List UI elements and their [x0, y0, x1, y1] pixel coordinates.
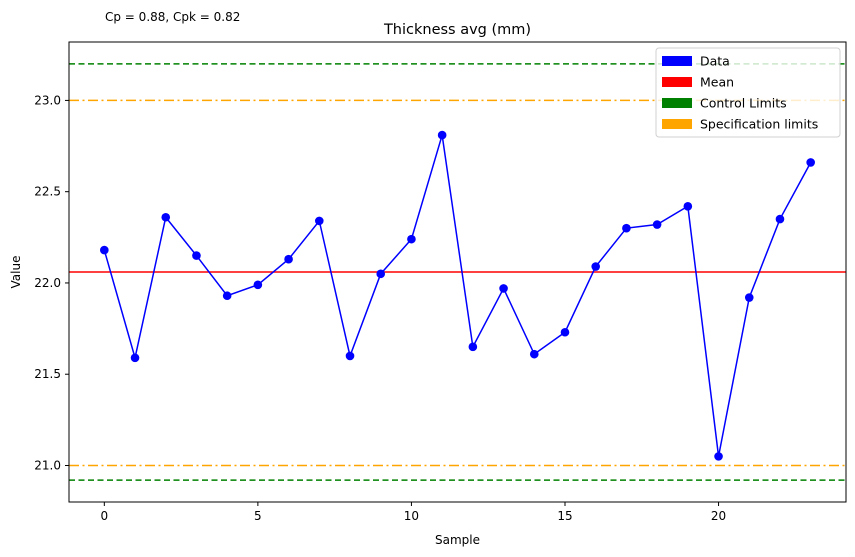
legend-label: Specification limits — [700, 117, 818, 132]
y-tick-label: 23.0 — [34, 93, 61, 107]
data-point — [222, 291, 232, 301]
data-point — [100, 245, 109, 255]
data-point — [714, 452, 723, 461]
x-tick-label: 0 — [100, 509, 108, 523]
legend-label: Mean — [700, 75, 734, 90]
legend: Data Mean Control Limits Specification limi… — [655, 47, 841, 138]
legend-swatch — [662, 56, 692, 66]
data-point — [499, 284, 508, 293]
data-point — [284, 254, 293, 264]
data-point — [314, 216, 324, 226]
x-tick-label: 5 — [254, 509, 262, 523]
data-point — [161, 212, 171, 222]
chart-title: Thickness avg (mm) — [383, 22, 531, 38]
data-point — [806, 158, 815, 167]
plot-frame — [68, 41, 847, 503]
legend-swatch — [662, 77, 692, 87]
data-point — [437, 130, 447, 140]
x-tick-label: 20 — [711, 509, 726, 523]
data-point — [529, 349, 539, 359]
data-point — [192, 251, 201, 260]
data-point — [345, 351, 355, 361]
data-point — [560, 327, 570, 337]
data-point — [591, 262, 601, 271]
legend-swatch — [662, 119, 692, 129]
data-point — [468, 342, 478, 352]
legend-label: Control Limits — [700, 96, 787, 111]
data-point — [130, 353, 140, 363]
legend-box — [655, 47, 841, 138]
data-point — [775, 214, 785, 224]
data-point — [253, 280, 263, 290]
legend-swatch — [662, 98, 692, 108]
capability-annotation: Cp = 0.88, Cpk = 0.82 — [105, 10, 240, 24]
legend-label: Data — [700, 54, 730, 69]
y-tick-label: 22.0 — [34, 276, 61, 290]
y-tick-label: 22.5 — [34, 185, 61, 199]
x-tick-label: 10 — [404, 509, 419, 523]
data-point — [652, 220, 662, 229]
x-axis-label: Sample — [435, 533, 480, 547]
x-tick-label: 15 — [557, 509, 572, 523]
data-point — [407, 234, 416, 244]
data-point — [622, 223, 631, 233]
y-tick-label: 21.5 — [34, 367, 61, 381]
series-line — [103, 134, 812, 457]
y-axis-label: Value — [9, 256, 23, 289]
data-point — [683, 201, 693, 211]
data-point — [744, 293, 754, 302]
y-tick-label: 21.0 — [34, 458, 61, 472]
data-point — [376, 269, 386, 279]
